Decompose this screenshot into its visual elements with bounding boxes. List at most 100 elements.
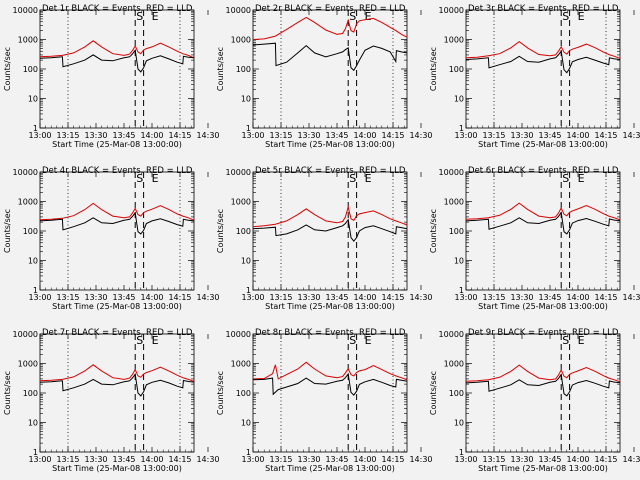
start-marker-label: S <box>562 10 569 23</box>
lld-series-line <box>39 202 195 221</box>
x-axis-label: Start Time (25-Mar-08 13:00:00) <box>478 140 608 149</box>
y-tick-label: 1000 <box>231 360 251 369</box>
y-tick-label: 10000 <box>13 168 38 177</box>
end-marker-label: E <box>365 172 372 185</box>
y-tick-label: 1 <box>246 124 251 133</box>
end-marker-label: E <box>152 10 159 23</box>
y-minor-ticks <box>253 11 407 120</box>
x-tick-label: 14:00 <box>353 455 376 464</box>
start-marker-label: S <box>136 10 143 23</box>
events-series-line <box>465 373 621 397</box>
x-axis-label: Start Time (25-Mar-08 13:00:00) <box>52 464 182 473</box>
lld-series-line <box>465 364 621 383</box>
x-axis-label: Start Time (25-Mar-08 13:00:00) <box>52 140 182 149</box>
x-tick-label: 14:30 <box>409 455 432 464</box>
x-tick-label: 13:15 <box>56 293 79 302</box>
end-marker-label: E <box>152 172 159 185</box>
panel-det-6: Det 6r BLACK = Events, RED = LLD 1 10 100 10… <box>429 166 640 311</box>
events-series-line <box>465 49 621 74</box>
x-axis-label: Start Time (25-Mar-08 13:00:00) <box>265 140 395 149</box>
y-tick-label: 1000 <box>18 36 38 45</box>
x-tick-label: 13:00 <box>454 455 477 464</box>
lld-series-line <box>39 364 195 382</box>
x-tick-label: 14:30 <box>622 455 640 464</box>
x-tick-label: 13:45 <box>538 131 561 140</box>
start-marker-label: S <box>136 334 143 347</box>
y-tick-label: 1 <box>459 124 464 133</box>
x-tick-label: 14:30 <box>196 131 219 140</box>
y-minor-ticks <box>40 11 194 120</box>
x-tick-label: 13:45 <box>325 131 348 140</box>
x-tick-label: 14:15 <box>381 131 404 140</box>
y-tick-label: 1 <box>246 286 251 295</box>
x-tick-label: 14:30 <box>622 131 640 140</box>
y-tick-label: 10 <box>28 95 38 104</box>
y-axis-label: Counts/sec <box>3 47 12 91</box>
x-tick-label: 13:30 <box>84 131 107 140</box>
panel-det-7: Det 7r BLACK = Events, RED = LLD 1 10 100 10… <box>3 328 220 473</box>
y-tick-label: 1 <box>246 448 251 457</box>
panel-det-9: Det 9r BLACK = Events, RED = LLD 1 10 100 10… <box>429 328 640 473</box>
x-tick-label: 14:15 <box>381 455 404 464</box>
x-tick-label: 13:30 <box>297 293 320 302</box>
x-tick-label: 13:30 <box>510 455 533 464</box>
x-axis-label: Start Time (25-Mar-08 13:00:00) <box>478 302 608 311</box>
y-tick-label: 10000 <box>226 330 251 339</box>
panel-title: Det 1r BLACK = Events, RED = LLD <box>42 4 193 14</box>
y-axis-label: Counts/sec <box>429 209 438 253</box>
start-marker-label: S <box>136 172 143 185</box>
y-tick-label: 10 <box>241 419 251 428</box>
panel-title: Det 7r BLACK = Events, RED = LLD <box>42 328 193 338</box>
y-axis-label: Counts/sec <box>216 47 225 91</box>
y-tick-label: 1 <box>459 448 464 457</box>
x-tick-label: 13:00 <box>28 455 51 464</box>
y-tick-label: 1 <box>33 448 38 457</box>
y-tick-label: 100 <box>23 389 38 398</box>
x-tick-label: 14:15 <box>594 293 617 302</box>
x-tick-label: 13:30 <box>84 293 107 302</box>
lld-series-line <box>252 16 408 40</box>
lld-series-line <box>252 361 408 381</box>
x-tick-label: 14:00 <box>566 455 589 464</box>
x-tick-label: 14:00 <box>353 293 376 302</box>
panel-title: Det 4r BLACK = Events, RED = LLD <box>42 166 193 176</box>
y-tick-label: 1000 <box>18 198 38 207</box>
panel-det-4: Det 4r BLACK = Events, RED = LLD 1 10 100 10… <box>3 166 220 311</box>
y-tick-label: 1000 <box>444 198 464 207</box>
x-tick-label: 13:15 <box>269 131 292 140</box>
events-series-line <box>252 218 408 243</box>
y-tick-label: 10 <box>241 95 251 104</box>
y-axis-label: Counts/sec <box>216 209 225 253</box>
lld-series-line <box>465 202 621 221</box>
y-tick-label: 1000 <box>444 360 464 369</box>
x-tick-label: 14:30 <box>409 131 432 140</box>
x-tick-label: 13:15 <box>269 455 292 464</box>
panel-title: Det 8r BLACK = Events, RED = LLD <box>255 328 406 338</box>
end-marker-label: E <box>578 172 585 185</box>
y-tick-label: 10 <box>28 419 38 428</box>
y-minor-ticks <box>466 335 620 444</box>
panel-det-5: Det 5r BLACK = Events, RED = LLD 1 10 100 10… <box>216 166 433 311</box>
end-marker-label: E <box>365 10 372 23</box>
y-tick-label: 10000 <box>439 330 464 339</box>
events-series-line <box>39 211 195 235</box>
end-marker-label: E <box>152 334 159 347</box>
x-tick-label: 13:00 <box>454 293 477 302</box>
x-tick-label: 14:00 <box>353 131 376 140</box>
y-tick-label: 100 <box>23 65 38 74</box>
y-minor-ticks <box>40 173 194 282</box>
y-minor-ticks <box>466 11 620 120</box>
x-tick-label: 13:45 <box>112 455 135 464</box>
x-tick-label: 14:00 <box>140 293 163 302</box>
x-tick-label: 14:00 <box>140 131 163 140</box>
x-axis-label: Start Time (25-Mar-08 13:00:00) <box>265 464 395 473</box>
x-tick-label: 13:15 <box>482 131 505 140</box>
y-tick-label: 1000 <box>18 360 38 369</box>
y-tick-label: 100 <box>449 65 464 74</box>
end-marker-label: E <box>578 10 585 23</box>
panel-title: Det 3r BLACK = Events, RED = LLD <box>468 4 619 14</box>
x-tick-label: 14:30 <box>409 293 432 302</box>
x-tick-label: 13:30 <box>84 455 107 464</box>
x-tick-label: 13:15 <box>56 455 79 464</box>
